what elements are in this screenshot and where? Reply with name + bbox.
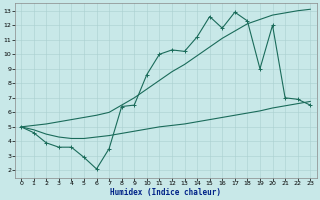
- X-axis label: Humidex (Indice chaleur): Humidex (Indice chaleur): [110, 188, 221, 197]
